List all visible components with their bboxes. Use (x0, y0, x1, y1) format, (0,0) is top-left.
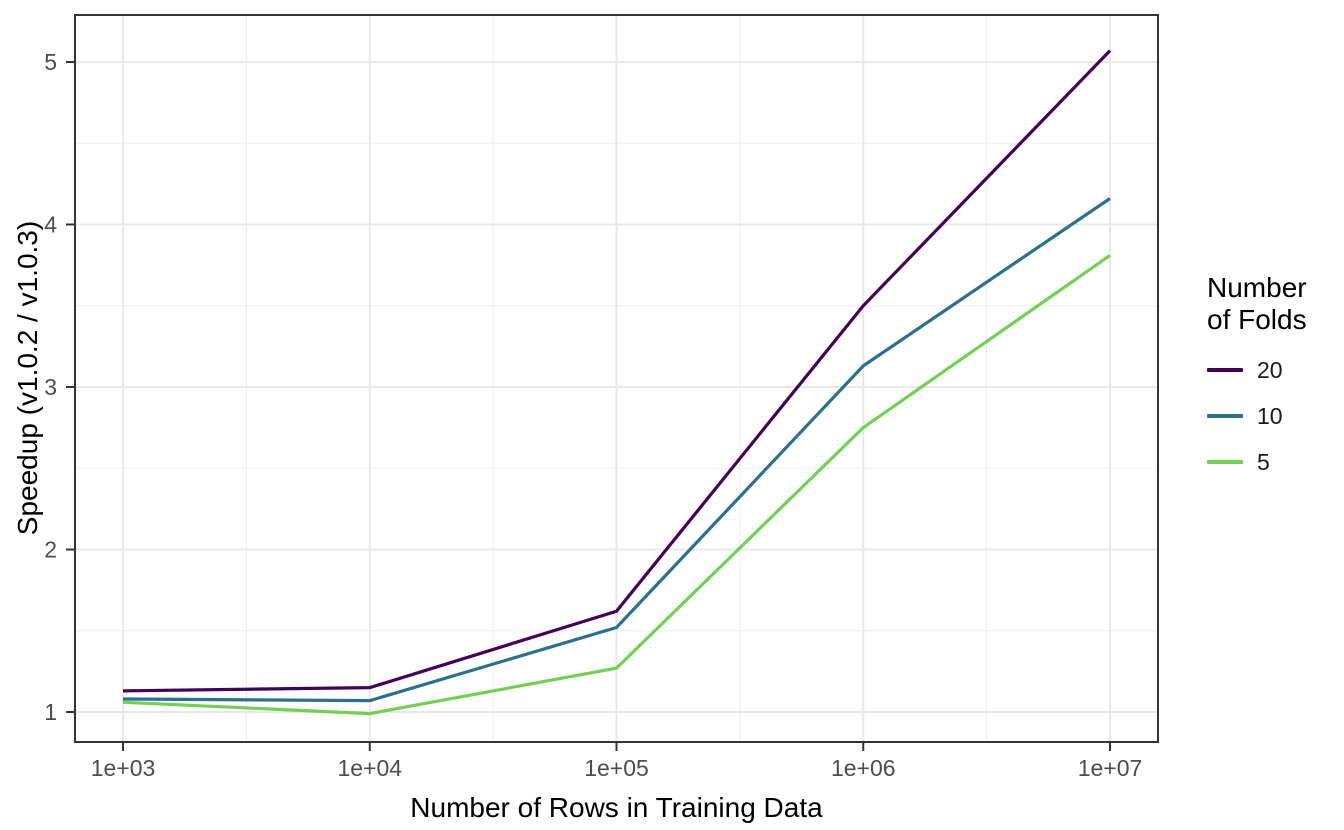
y-tick-label: 3 (44, 374, 57, 400)
legend-entry-5: 5 (1207, 447, 1307, 477)
x-axis-title: Number of Rows in Training Data (410, 792, 823, 823)
legend-label: 20 (1257, 356, 1283, 383)
x-tick-label: 1e+06 (831, 755, 896, 781)
y-tick-label: 1 (44, 699, 57, 725)
x-tick-label: 1e+03 (91, 755, 156, 781)
series-line-5 (122, 254, 1111, 716)
legend-label: 5 (1257, 448, 1270, 475)
y-tick-label: 4 (44, 212, 57, 238)
legend-label: 10 (1257, 402, 1283, 429)
y-tick-label: 5 (44, 49, 57, 75)
legend-entries: 20 10 5 (1207, 355, 1307, 477)
legend-entry-20: 20 (1207, 355, 1307, 385)
legend-key-line-icon (1207, 460, 1243, 464)
x-tick-label: 1e+04 (337, 755, 402, 781)
x-tick-label: 1e+07 (1078, 755, 1143, 781)
legend-entry-10: 10 (1207, 401, 1307, 431)
y-axis-title: Speedup (v1.0.2 / v1.0.3) (12, 220, 43, 536)
series-line-10 (122, 197, 1111, 703)
legend-key-line-icon (1207, 414, 1243, 418)
x-tick-label: 1e+05 (584, 755, 649, 781)
legend-title: Number of Folds (1207, 272, 1307, 335)
legend: Number of Folds 20 10 5 (1207, 272, 1307, 477)
y-tick-label: 2 (44, 537, 57, 563)
legend-key-line-icon (1207, 368, 1243, 372)
series-line-20 (122, 49, 1112, 693)
